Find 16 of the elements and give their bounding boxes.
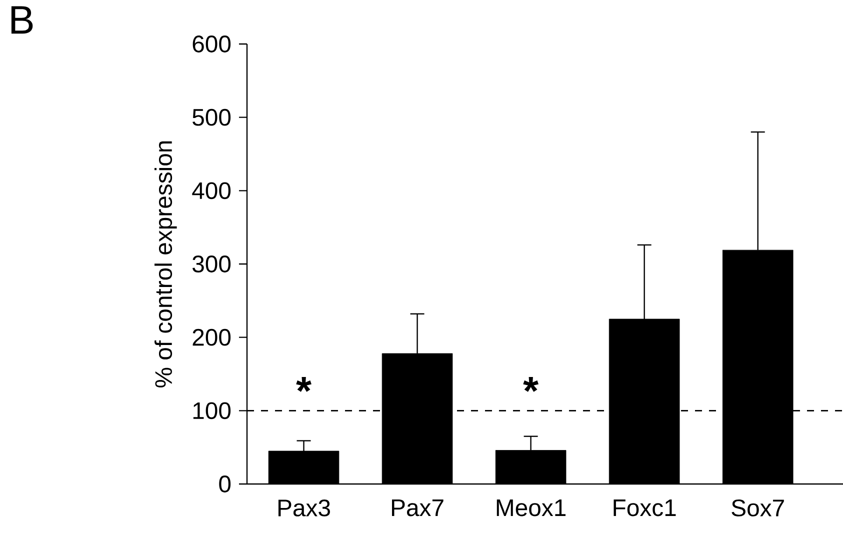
- y-tick-label: 600: [192, 36, 231, 52]
- x-tick-label: Meox1: [496, 500, 566, 516]
- y-tick-label: 100: [193, 402, 231, 420]
- y-tick-label: 300: [192, 256, 231, 272]
- y-axis-title: % of control expression: [154, 141, 177, 388]
- y-tick-label: 400: [192, 182, 231, 200]
- x-tick-label: Foxc1: [614, 500, 676, 516]
- y-tick-label: 500: [192, 108, 231, 126]
- x-tick-label: Pax3: [278, 500, 330, 516]
- annotation: *: [523, 377, 539, 392]
- x-tick-label: Pax7: [392, 500, 444, 516]
- y-tick-label: 200: [192, 328, 231, 346]
- text: B: [11, 6, 33, 34]
- x-tick-label: Sox7: [732, 500, 784, 516]
- y-tick-label: 0: [219, 476, 231, 492]
- annotation: *: [296, 377, 312, 392]
